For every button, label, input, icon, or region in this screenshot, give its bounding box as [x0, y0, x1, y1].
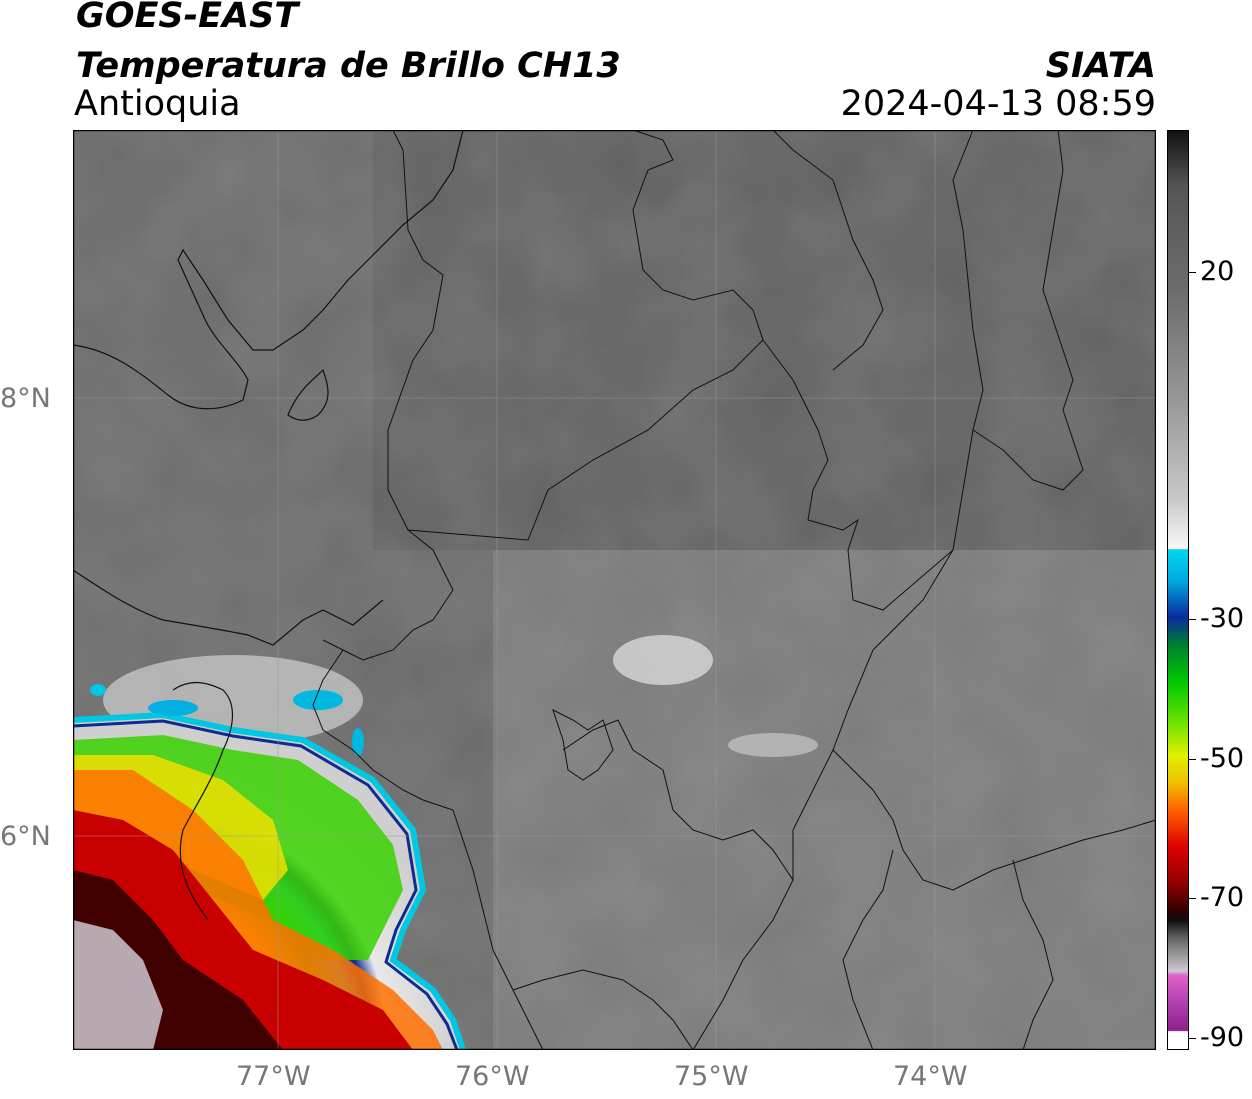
colorbar — [1167, 130, 1189, 1050]
storm-cell — [148, 700, 198, 716]
brand-label: SIATA — [1045, 46, 1156, 86]
storm-cell — [352, 728, 364, 756]
title-satellite: GOES-EAST — [76, 0, 299, 36]
colorbar-tick — [1188, 272, 1196, 273]
colorbar-label-minus50: -50 — [1200, 743, 1245, 774]
title-region: Antioquia — [74, 84, 241, 124]
colorbar-label-minus30: -30 — [1200, 603, 1245, 634]
colorbar-tick — [1188, 898, 1196, 899]
cloud-patch — [728, 733, 818, 757]
cloud-patch — [613, 635, 713, 685]
colorbar-tick — [1188, 759, 1196, 760]
colorbar-tick — [1188, 619, 1196, 620]
lon-label-75w: 75°W — [674, 1061, 749, 1092]
lat-label-8n: 8°N — [0, 383, 51, 414]
lon-label-76w: 76°W — [455, 1061, 530, 1092]
lon-label-77w: 77°W — [236, 1061, 311, 1092]
storm-core — [73, 920, 163, 1050]
colorbar-label-20: 20 — [1200, 256, 1235, 287]
lon-label-74w: 74°W — [893, 1061, 968, 1092]
admin-borders — [312, 130, 1156, 1050]
title-product: Temperatura de Brillo CH13 — [76, 46, 621, 86]
coastlines — [73, 130, 464, 921]
graticule — [73, 130, 1156, 1050]
storm-cell — [293, 690, 343, 710]
storm-cell — [90, 684, 106, 696]
colorbar-label-minus90: -90 — [1200, 1022, 1245, 1053]
lat-label-6n: 6°N — [0, 821, 51, 852]
timestamp: 2024-04-13 08:59 — [840, 84, 1156, 124]
colorbar-label-minus70: -70 — [1200, 882, 1245, 913]
satellite-map — [73, 130, 1156, 1050]
storm-outer-cyan — [73, 711, 466, 1050]
colorbar-tick — [1188, 1038, 1196, 1039]
storm-outer-blue — [73, 719, 459, 1050]
map-frame — [73, 130, 1156, 1050]
